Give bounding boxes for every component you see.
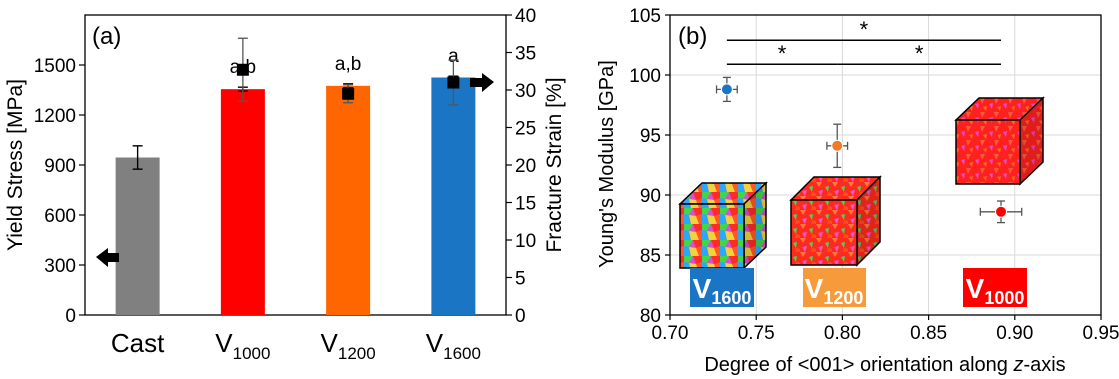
tick-label: 0.70 xyxy=(652,323,689,344)
badge-text: V1200 xyxy=(805,273,864,308)
tick-label: 30 xyxy=(515,81,536,102)
tick-label: 0.95 xyxy=(1083,323,1119,344)
data-point xyxy=(720,83,733,96)
bars xyxy=(115,77,476,316)
tick-label: 20 xyxy=(515,156,536,177)
tick-label: 15 xyxy=(515,194,536,215)
arrow-right-icon xyxy=(470,73,494,92)
sample-badge-v1200: V1200 xyxy=(803,268,866,308)
x-axis-ticks: 0.70 0.75 0.80 0.85 0.90 0.95 xyxy=(652,315,1119,344)
x-axis-label: Degree of <001> orientation along z-axis xyxy=(704,354,1065,376)
tick-label: 25 xyxy=(515,119,536,140)
tick-label: 35 xyxy=(515,44,536,65)
tick-label: 1200 xyxy=(34,106,76,127)
bar-2 xyxy=(326,85,371,315)
sample-badge-v1600: V1600 xyxy=(690,268,754,308)
tick-label: 40 xyxy=(515,6,536,27)
cube-image-v1600 xyxy=(678,181,768,270)
tick-label: 0.80 xyxy=(824,323,861,344)
plot-frame xyxy=(669,14,1102,316)
y-axis-label: Young's Modulus [GPa] xyxy=(596,60,618,268)
badge-text: V1600 xyxy=(693,273,752,308)
panel-label: (a) xyxy=(92,23,121,50)
bar-3 xyxy=(431,77,476,315)
badge-bg xyxy=(690,268,754,307)
strain-marker xyxy=(236,63,249,76)
strain-marker xyxy=(447,76,460,89)
tick-label: 5 xyxy=(515,269,526,290)
significance-star: * xyxy=(915,41,924,66)
y-axis-right-label: Fracture Strain [%] xyxy=(543,77,566,252)
bar-error-bars xyxy=(132,75,459,170)
tick-label: 10 xyxy=(515,231,536,252)
tick-label: 600 xyxy=(44,206,76,227)
tick-label: 105 xyxy=(629,6,661,27)
significance-annotations: a,ba,ba xyxy=(230,46,459,78)
badge-text: V1000 xyxy=(966,273,1025,308)
tick-label: 0.90 xyxy=(996,323,1033,344)
badge-bg xyxy=(963,268,1027,307)
data-point xyxy=(995,205,1008,218)
tick-label: 95 xyxy=(640,126,661,147)
significance-star: * xyxy=(860,17,869,42)
tick-label: 1500 xyxy=(34,56,76,77)
fracture-strain-markers xyxy=(236,37,460,106)
arrow-left-icon xyxy=(96,248,119,267)
y-axis-ticks: 80 85 90 95 100 105 xyxy=(629,6,670,327)
cube-image-v1000 xyxy=(954,96,1045,186)
bar-0 xyxy=(115,157,160,315)
tick-label: 90 xyxy=(640,186,661,207)
data-points xyxy=(715,76,1023,224)
category-labels: Cast V1000 V1200 V1600 xyxy=(111,328,481,363)
tick-label: 300 xyxy=(44,256,76,277)
tick-label: 85 xyxy=(640,246,661,267)
significance-star: * xyxy=(778,41,787,66)
panel-label: (b) xyxy=(678,23,707,50)
tick-label: 900 xyxy=(44,156,76,177)
tick-label: 0 xyxy=(515,306,526,327)
cube-image-v1200 xyxy=(789,175,882,267)
tick-label: 80 xyxy=(640,306,661,327)
strain-marker xyxy=(342,87,355,100)
annotation-label: a xyxy=(448,46,459,67)
y-axis-label: Yield Stress [MPa] xyxy=(4,79,27,251)
category-label: V1000 xyxy=(215,328,270,363)
data-point xyxy=(831,139,844,152)
category-label: V1600 xyxy=(426,328,481,363)
sample-badge-v1000: V1000 xyxy=(963,268,1027,308)
category-label: V1200 xyxy=(321,328,376,363)
annotation-label: a,b xyxy=(335,54,361,75)
right-axis-ticks: 0 5 10 15 20 25 30 35 40 xyxy=(506,6,536,327)
left-axis-ticks: 0 300 600 900 1200 1500 xyxy=(34,56,85,327)
tick-label: 0 xyxy=(65,306,76,327)
tick-label: 100 xyxy=(629,66,661,87)
category-label: Cast xyxy=(111,328,165,358)
significance-brackets: * * * xyxy=(726,17,1002,66)
badge-bg xyxy=(803,268,866,307)
tick-label: 0.75 xyxy=(738,323,775,344)
tick-label: 0.85 xyxy=(910,323,947,344)
bar-1 xyxy=(220,89,265,316)
